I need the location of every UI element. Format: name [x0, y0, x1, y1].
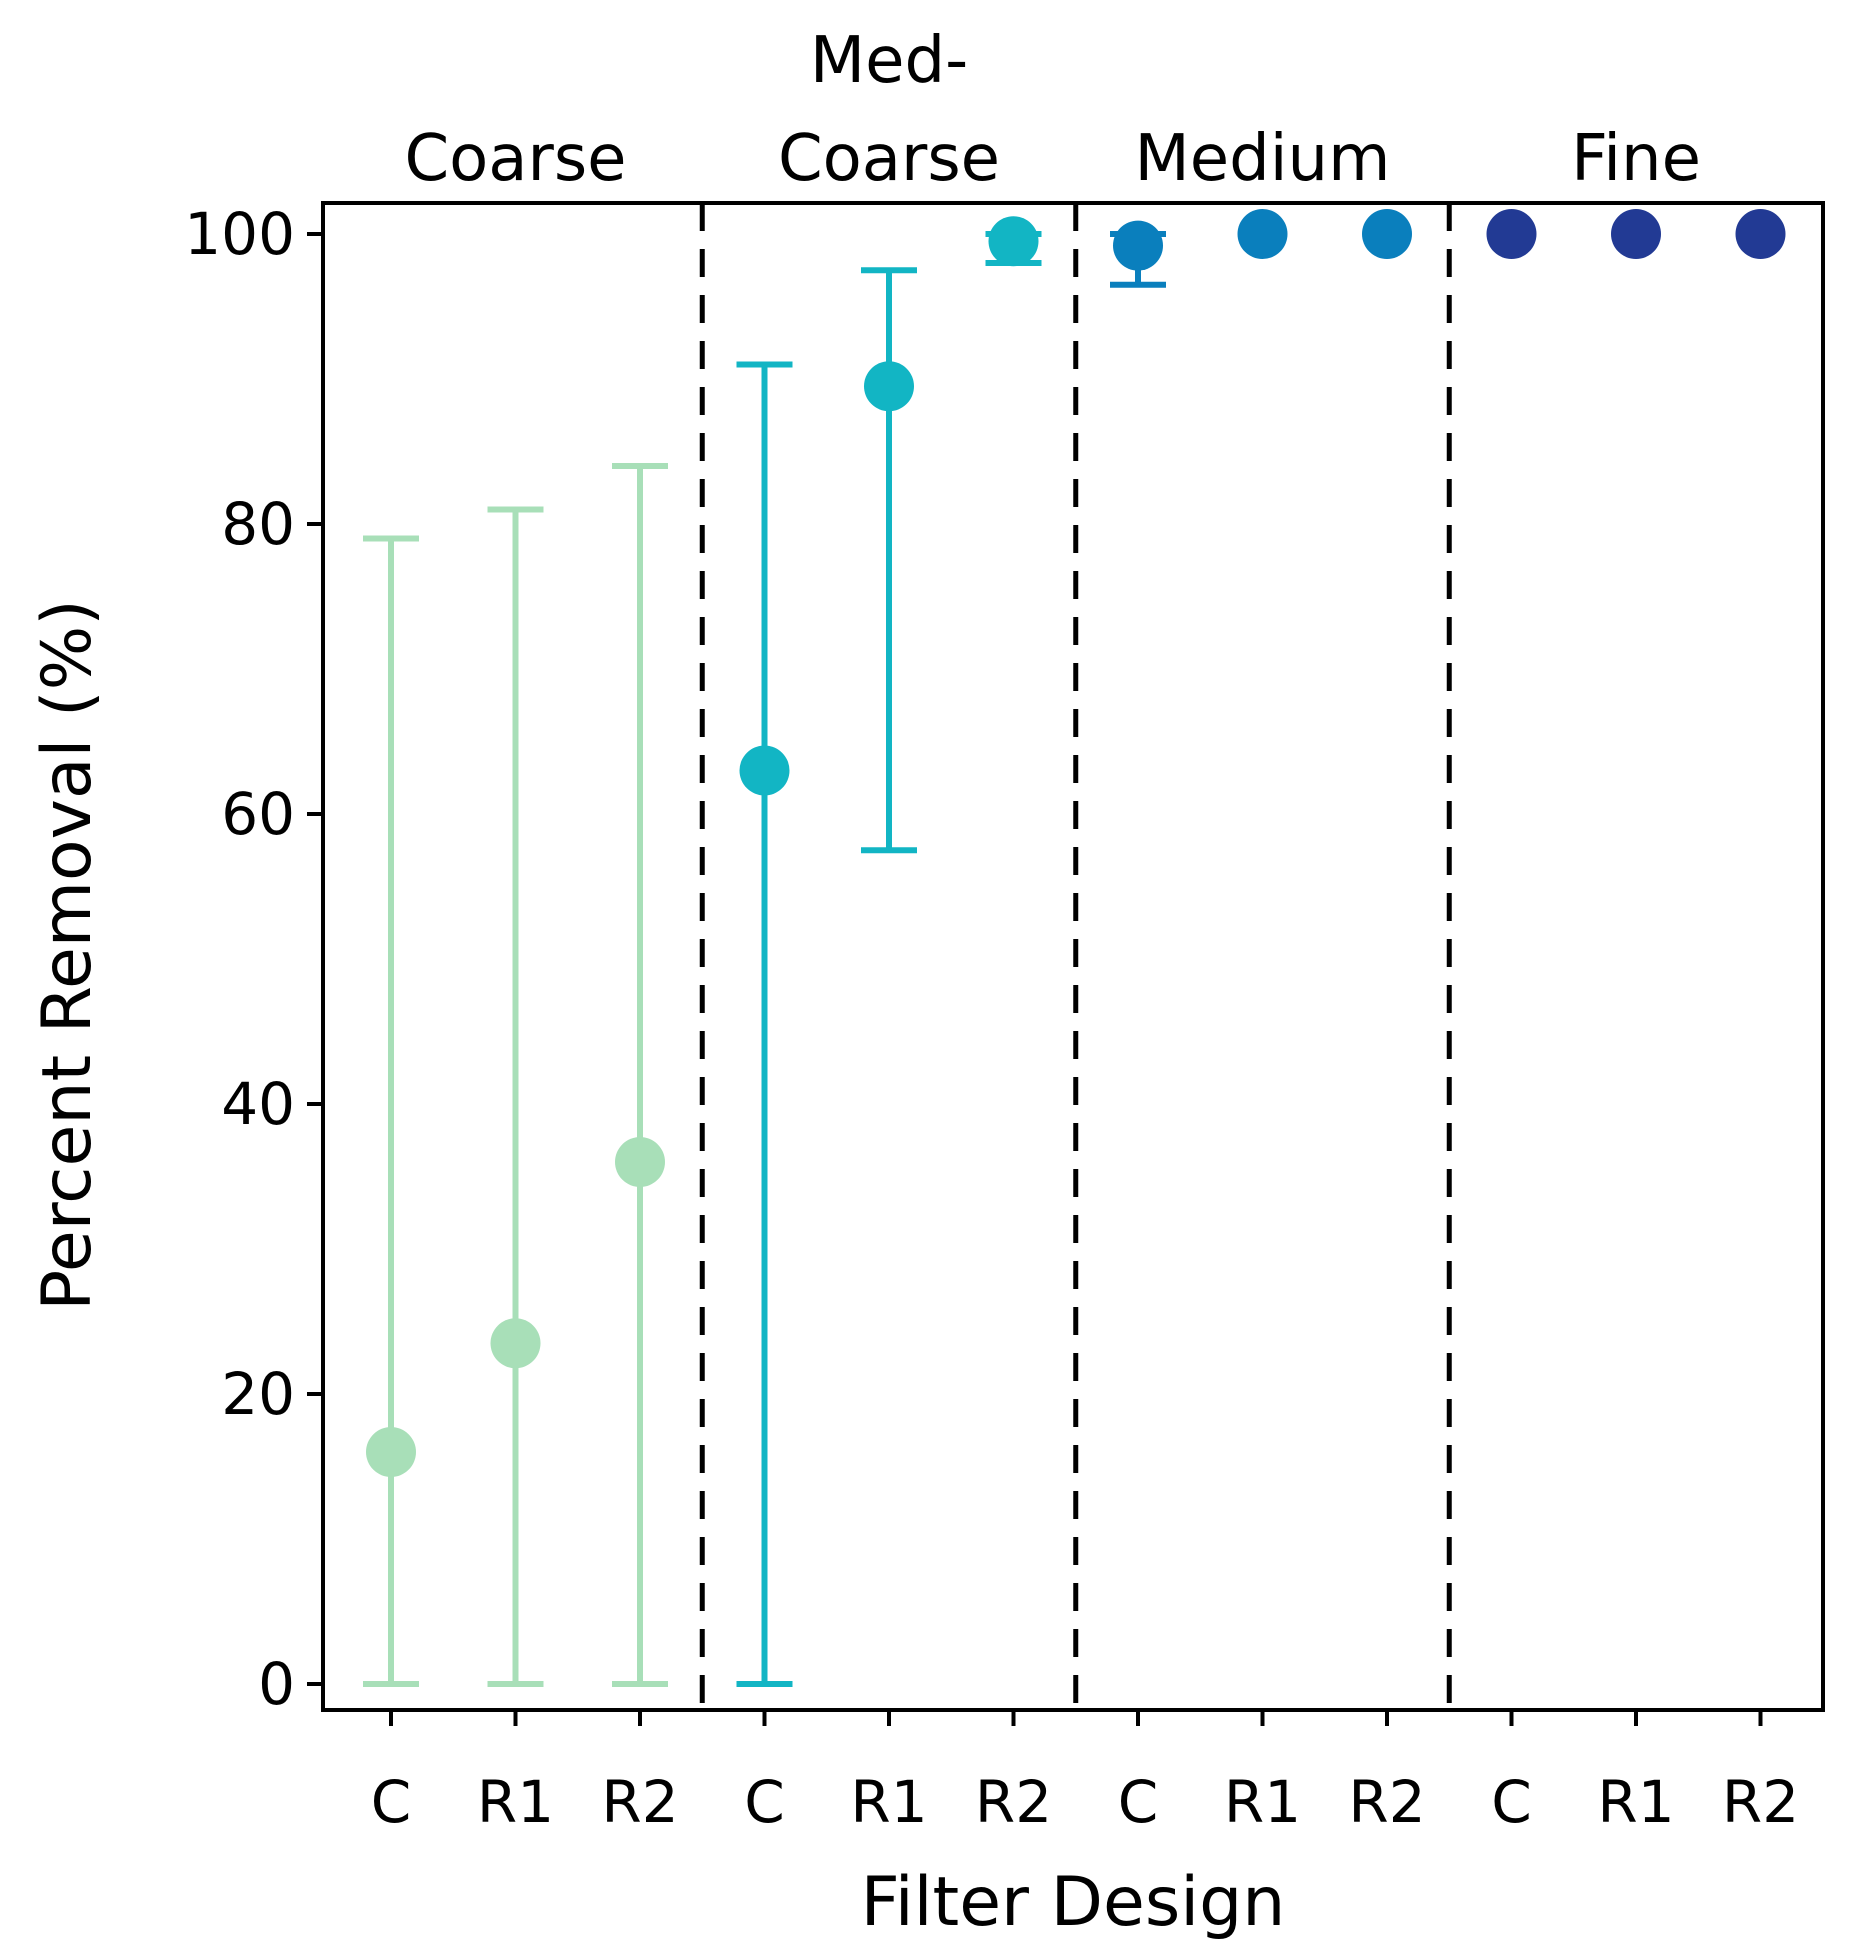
data-series	[363, 209, 1786, 1687]
x-axis-ticks: C R1 R2 C R1 R2 C R1 R2 C R1 R2	[371, 1710, 1799, 1836]
group-labels: Coarse Med- Coarse Medium Fine	[404, 24, 1700, 196]
y-tick-label: 80	[221, 490, 295, 558]
data-point	[1113, 220, 1163, 271]
data-point	[1611, 209, 1661, 259]
x-tick-label: R1	[1224, 1768, 1301, 1836]
y-tick-label: 100	[184, 200, 295, 268]
group-label-line: Med-	[810, 24, 968, 98]
y-tick-label: 60	[221, 780, 295, 848]
data-point	[739, 745, 790, 796]
data-point	[864, 361, 914, 412]
y-tick-label: 20	[221, 1360, 295, 1428]
x-tick-label: R2	[601, 1768, 678, 1836]
data-point	[615, 1137, 665, 1187]
data-point	[1237, 209, 1288, 259]
group-label-line: Coarse	[778, 122, 1000, 196]
data-point	[1486, 209, 1537, 259]
x-tick-label: R1	[1597, 1768, 1674, 1836]
group-dividers	[699, 203, 1452, 1710]
x-tick-label: C	[1118, 1768, 1159, 1836]
x-tick-label: R1	[477, 1768, 554, 1836]
group-label: Med- Coarse	[778, 24, 1000, 196]
data-point	[988, 216, 1039, 267]
group-label: Coarse	[404, 122, 626, 196]
group-label-line: Medium	[1135, 122, 1391, 196]
group-label: Fine	[1571, 122, 1701, 196]
plot-frame	[321, 201, 1825, 1712]
y-tick-label: 0	[258, 1650, 295, 1718]
data-point	[1362, 209, 1412, 259]
group-label-line: Coarse	[404, 122, 626, 196]
x-tick-label: C	[371, 1768, 412, 1836]
x-tick-label: C	[744, 1768, 785, 1836]
x-tick-label: R2	[1348, 1768, 1425, 1836]
y-axis-ticks: 0 20 40 60 80 100	[184, 200, 323, 1718]
x-tick-label: R2	[1722, 1768, 1799, 1836]
data-point	[490, 1318, 541, 1369]
data-point	[1735, 209, 1786, 259]
y-axis-title: Percent Removal (%)	[28, 599, 107, 1310]
x-tick-label: C	[1491, 1768, 1532, 1836]
x-tick-label: R2	[975, 1768, 1052, 1836]
group-label-line: Fine	[1571, 122, 1701, 196]
data-point	[366, 1427, 416, 1477]
x-tick-label: R1	[850, 1768, 927, 1836]
y-tick-label: 40	[221, 1070, 295, 1138]
x-axis-title: Filter Design	[861, 1863, 1286, 1942]
group-label: Medium	[1135, 122, 1391, 196]
